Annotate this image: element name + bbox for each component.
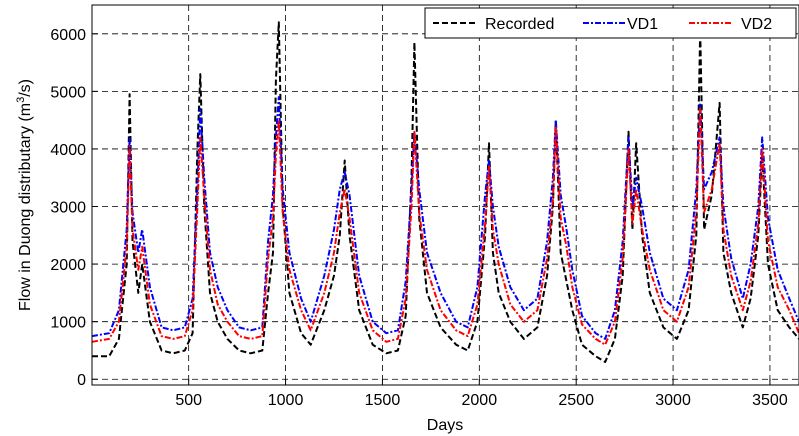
y-tick-label-3: 3000: [50, 200, 86, 217]
legend: Recorded VD1 VD2: [424, 7, 797, 39]
x-tick-label-1: 1000: [268, 392, 304, 409]
y-axis-label-sup: 3: [15, 97, 27, 103]
plot-frame: [91, 4, 799, 386]
y-axis-label-suffix: /s): [17, 79, 34, 97]
x-tick-label-6: 3500: [752, 392, 788, 409]
legend-label-vd1: VD1: [627, 16, 658, 33]
x-tick-label-4: 2500: [558, 392, 594, 409]
series-layer: [91, 21, 799, 363]
x-tick-label-0: 500: [175, 392, 202, 409]
x-tick-label-5: 3000: [655, 392, 691, 409]
y-axis-label-prefix: Flow in Duong distributary (m: [17, 103, 34, 311]
y-tick-label-2: 2000: [50, 257, 86, 274]
x-tick-label-2: 1500: [365, 392, 401, 409]
x-tick-label-3: 2000: [462, 392, 498, 409]
x-axis-label: Days: [427, 417, 463, 434]
y-tick-label-0: 0: [77, 372, 86, 389]
legend-label-vd2: VD2: [741, 16, 772, 33]
y-tick-label-5: 5000: [50, 84, 86, 101]
y-tick-label-6: 6000: [50, 27, 86, 44]
y-axis-label: Flow in Duong distributary (m3/s): [15, 79, 34, 311]
grid-lines: [92, 5, 799, 385]
axis-ticks: 500 1000 1500 2000 2500 3000 3500 0 1000 2000 3000…: [50, 27, 787, 409]
legend-label-recorded: Recorded: [485, 16, 554, 33]
series-line-recorded: [92, 21, 799, 363]
y-tick-label-1: 1000: [50, 315, 86, 332]
y-tick-label-4: 4000: [50, 142, 86, 159]
series-line-vd1: [91, 96, 799, 340]
